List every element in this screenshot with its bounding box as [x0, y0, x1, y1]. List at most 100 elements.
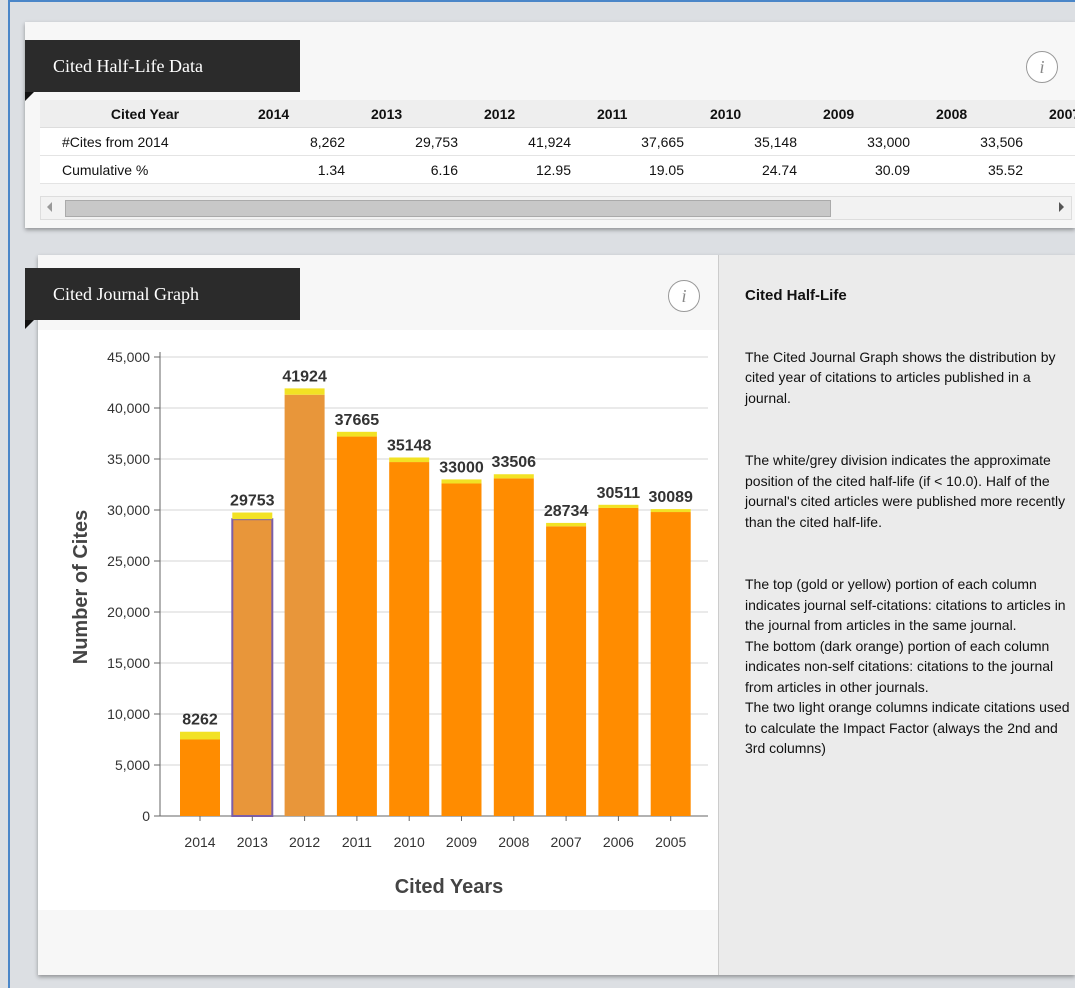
y-tick-label: 35,000 — [107, 451, 150, 467]
cell: 35,148 — [702, 127, 815, 156]
y-tick-label: 25,000 — [107, 553, 150, 569]
paragraph: The Cited Journal Graph shows the distri… — [745, 348, 1056, 406]
bar-self — [441, 479, 482, 484]
cell: 33,506 — [928, 127, 1041, 156]
x-tick-label: 2013 — [237, 834, 268, 850]
header-cell: 2008 — [928, 100, 1041, 128]
cell: 24.74 — [702, 155, 815, 184]
cell: 40.17 — [1041, 155, 1075, 184]
table-viewport: Cited Year 2014 2013 2012 2011 2010 2009 2008 20… — [40, 100, 1075, 184]
data-row: #Cites from 2014 8,262 29,753 41,924 37,665 3… — [40, 127, 1075, 156]
x-tick-label: 2007 — [551, 834, 582, 850]
bar-nonself — [493, 478, 534, 816]
x-tick-label: 2009 — [446, 834, 477, 850]
data-label: 30089 — [648, 489, 693, 506]
frame-edge — [8, 0, 10, 988]
bar-self — [389, 457, 430, 463]
y-axis-title: Number of Cites — [70, 510, 92, 664]
header-cell: 2014 — [250, 100, 363, 128]
header-cell: 2012 — [476, 100, 589, 128]
cell: 8,262 — [250, 127, 363, 156]
panel-title: Cited Journal Graph — [25, 268, 300, 329]
header-row: Cited Year 2014 2013 2012 2011 2010 2009 2008 20… — [40, 100, 1075, 128]
bar-nonself — [180, 739, 220, 816]
half-life-table: Cited Year 2014 2013 2012 2011 2010 2009 2008 20… — [40, 100, 1075, 184]
bar-nonself — [336, 436, 377, 816]
bar-self — [232, 512, 273, 520]
paragraph: The two light orange columns indicate ci… — [745, 699, 1070, 756]
cell: Cumulative % — [40, 155, 250, 184]
bar-nonself — [546, 526, 587, 816]
cell: 19.05 — [589, 155, 702, 184]
data-label: 41924 — [282, 368, 327, 385]
bar-self — [180, 731, 220, 740]
bar-self — [284, 388, 325, 395]
data-label: 29753 — [230, 493, 275, 510]
y-tick-label: 40,000 — [107, 400, 150, 416]
header-cell: 2007 — [1041, 100, 1075, 128]
cell: 28,734 — [1041, 127, 1075, 156]
bar-nonself — [284, 394, 325, 816]
panel-title: Cited Half-Life Data — [25, 40, 300, 101]
scroll-thumb[interactable] — [65, 200, 831, 217]
y-tick-label: 30,000 — [107, 502, 150, 518]
y-tick-label: 0 — [142, 808, 150, 824]
y-tick-label: 45,000 — [107, 349, 150, 365]
cell: 1.34 — [250, 155, 363, 184]
scroll-right[interactable] — [1059, 202, 1064, 212]
bar-nonself — [598, 507, 639, 816]
header-cell: 2009 — [815, 100, 928, 128]
cell: 30.09 — [815, 155, 928, 184]
cell: 35.52 — [928, 155, 1041, 184]
data-label: 35148 — [387, 437, 432, 454]
scroll-left[interactable] — [47, 202, 52, 212]
x-tick-label: 2011 — [342, 834, 372, 850]
x-axis-title: Cited Years — [395, 876, 504, 898]
y-tick-label: 10,000 — [107, 706, 150, 722]
info-icon[interactable]: i — [1026, 51, 1058, 83]
data-label: 28734 — [544, 503, 589, 520]
header-cell: 2010 — [702, 100, 815, 128]
frame-edge — [8, 0, 1075, 2]
x-tick-label: 2014 — [184, 834, 215, 850]
y-tick-label: 15,000 — [107, 655, 150, 671]
scrollbar[interactable] — [40, 196, 1072, 220]
paragraph: The top (gold or yellow) portion of each… — [745, 576, 1066, 633]
x-tick-label: 2005 — [655, 834, 686, 850]
x-tick-label: 2012 — [289, 834, 320, 850]
sidebar: Cited Half-Life The Cited Journal Graph … — [745, 286, 1075, 759]
bar-self — [598, 504, 639, 508]
cell: 6.16 — [363, 155, 476, 184]
header-cell: 2011 — [589, 100, 702, 128]
chart: 0 5,000 10,000 15,000 20,000 25,000 30,000 35,0… — [70, 349, 708, 898]
paragraph: The bottom (dark orange) portion of each… — [745, 637, 1054, 695]
sidebar-bg — [718, 255, 1075, 975]
cell: 33,000 — [815, 127, 928, 156]
cell: #Cites from 2014 — [40, 127, 250, 156]
bar-nonself — [441, 483, 482, 816]
header-cell: 2013 — [363, 100, 476, 128]
header-cell: Cited Year — [40, 100, 250, 128]
x-tick-label: 2008 — [498, 834, 529, 850]
paragraph: The white/grey division indicates the ap… — [745, 452, 1066, 530]
data-label: 37665 — [335, 412, 380, 429]
data-label: 8262 — [182, 712, 218, 729]
x-tick-label: 2010 — [394, 834, 425, 850]
bar-self — [650, 509, 691, 513]
bar-nonself — [389, 462, 430, 816]
cell: 37,665 — [589, 127, 702, 156]
bar-self — [546, 522, 587, 527]
data-row: Cumulative % 1.34 6.16 12.95 19.05 24.74 30.09… — [40, 155, 1075, 184]
bar-nonself — [231, 518, 274, 817]
sidebar-title: Cited Half-Life — [745, 287, 847, 304]
cell: 41,924 — [476, 127, 589, 156]
bar-nonself — [650, 512, 691, 816]
cell: 29,753 — [363, 127, 476, 156]
info-icon[interactable]: i — [668, 280, 700, 312]
bar-self — [493, 474, 534, 479]
y-tick-label: 5,000 — [115, 757, 150, 773]
cell: 12.95 — [476, 155, 589, 184]
data-label: 33506 — [492, 454, 537, 471]
data-label: 30511 — [597, 485, 641, 502]
